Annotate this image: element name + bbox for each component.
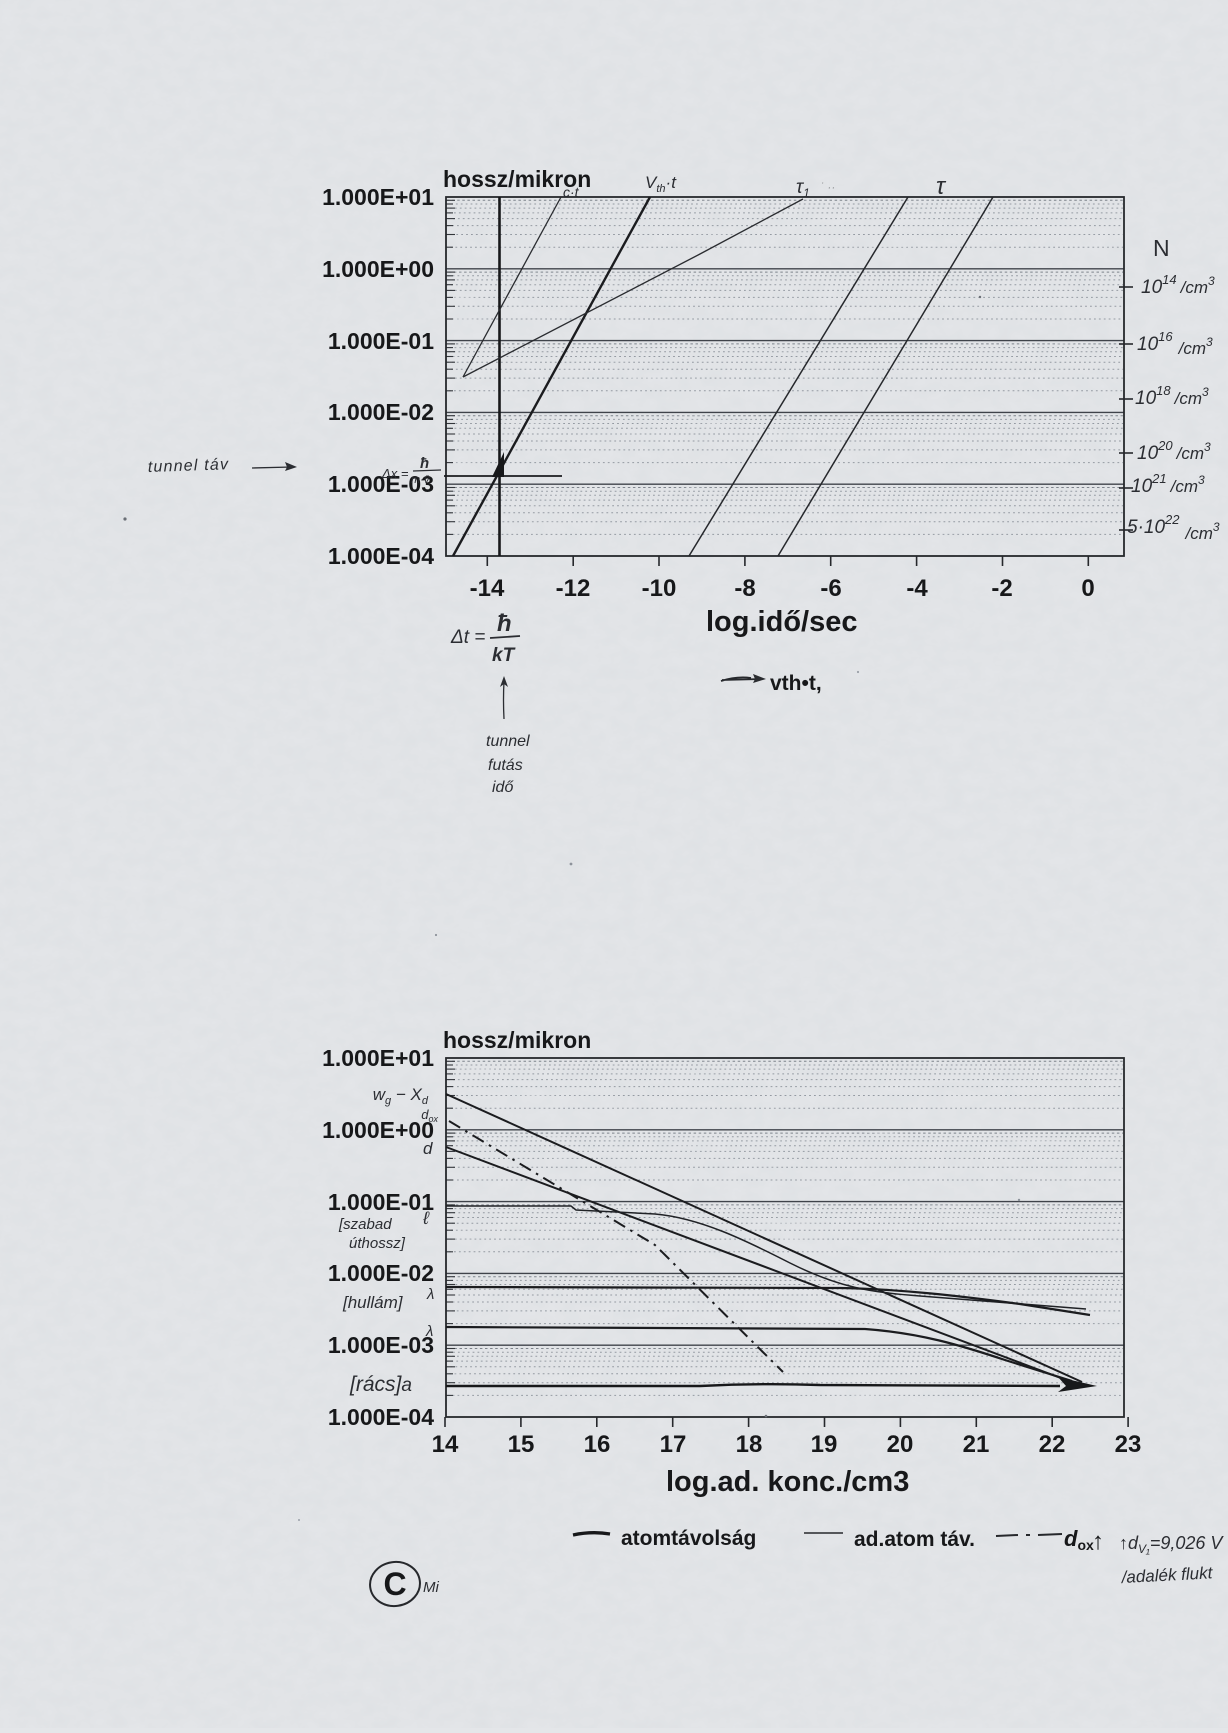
svg-text:1.000E+01: 1.000E+01 (322, 1045, 434, 1071)
svg-text:18: 18 (736, 1431, 763, 1458)
svg-text:log.ad. konc./cm3: log.ad. konc./cm3 (666, 1466, 909, 1498)
svg-text:ħ: ħ (497, 610, 512, 637)
svg-text:-10: -10 (642, 575, 677, 602)
svg-text:0: 0 (1081, 575, 1094, 602)
svg-text:Mi: Mi (423, 1579, 439, 1596)
svg-text:17: 17 (660, 1431, 687, 1458)
svg-text:/adalék flukt: /adalék flukt (1120, 1563, 1214, 1587)
svg-text:úthossz]: úthossz] (349, 1235, 406, 1252)
svg-text:Vth·t: Vth·t (645, 173, 677, 195)
svg-text:1.000E-02: 1.000E-02 (328, 1260, 434, 1286)
svg-text:[rács]a: [rács]a (349, 1373, 412, 1396)
svg-text:N: N (1153, 235, 1170, 261)
svg-text:↑: ↑ (1092, 1528, 1104, 1555)
svg-text:-6: -6 (820, 575, 841, 602)
svg-text:log.idő/sec: log.idő/sec (706, 606, 857, 638)
svg-text:λ: λ (426, 1286, 434, 1303)
svg-text:1.000E-02: 1.000E-02 (328, 399, 434, 425)
svg-text:21: 21 (963, 1431, 990, 1458)
svg-text:1.000E+00: 1.000E+00 (322, 1117, 434, 1143)
svg-text:16: 16 (584, 1431, 611, 1458)
svg-text:15: 15 (508, 1431, 535, 1458)
svg-text:-8: -8 (734, 575, 755, 602)
svg-text:19: 19 (811, 1431, 838, 1458)
svg-text:wg − Xd: wg − Xd (373, 1085, 429, 1107)
svg-text:[hullám]: [hullám] (342, 1293, 404, 1312)
svg-text:ħ: ħ (420, 455, 429, 472)
svg-text:23: 23 (1115, 1431, 1142, 1458)
svg-text:-4: -4 (906, 575, 928, 602)
svg-text:-14: -14 (470, 575, 505, 602)
svg-text:1.000E-01: 1.000E-01 (328, 328, 434, 354)
svg-text:d: d (423, 1139, 433, 1158)
svg-text:futás: futás (488, 757, 523, 774)
svg-text:14: 14 (432, 1431, 459, 1458)
svg-text:1.000E+01: 1.000E+01 (322, 184, 434, 210)
svg-text:-2: -2 (991, 575, 1012, 602)
svg-text:Δt =: Δt = (450, 627, 485, 648)
svg-text:hossz/mikron: hossz/mikron (443, 1027, 591, 1053)
svg-text:tunnel: tunnel (486, 733, 530, 750)
svg-text:-12: -12 (556, 575, 591, 602)
svg-text:22: 22 (1039, 1431, 1066, 1458)
svg-text:atomtávolság: atomtávolság (621, 1527, 756, 1550)
svg-text:hossz/mikron: hossz/mikron (443, 166, 591, 192)
svg-text:c·t: c·t (563, 184, 580, 200)
svg-text:1.000E-03: 1.000E-03 (328, 471, 434, 497)
svg-text:20: 20 (887, 1431, 914, 1458)
svg-text:idő: idő (492, 779, 514, 796)
svg-text:˙ ··: ˙ ·· (820, 180, 835, 194)
svg-text:m·v̄: m·v̄ (411, 474, 431, 486)
svg-text:τ: τ (936, 173, 947, 200)
svg-text:Δx =: Δx = (381, 466, 409, 481)
svg-text:λ: λ (425, 1323, 433, 1340)
svg-text:1.000E-04: 1.000E-04 (328, 543, 434, 569)
svg-text:1.000E-04: 1.000E-04 (328, 1404, 434, 1430)
svg-text:1.000E-03: 1.000E-03 (328, 1332, 434, 1358)
svg-text:1.000E+00: 1.000E+00 (322, 256, 434, 282)
svg-text:C: C (383, 1566, 406, 1602)
svg-text:kT: kT (492, 645, 516, 666)
svg-text:ad.atom táv.: ad.atom táv. (854, 1528, 975, 1551)
svg-text:[szabad: [szabad (338, 1216, 392, 1233)
svg-text:ℓ: ℓ (422, 1208, 430, 1228)
svg-text:vth•t,: vth•t, (770, 672, 822, 695)
svg-text:tunnel táv: tunnel táv (148, 456, 230, 476)
svg-text:1.000E-01: 1.000E-01 (328, 1189, 434, 1215)
svg-text:↑dV₁=9,026 V: ↑dV₁=9,026 V (1119, 1533, 1224, 1556)
